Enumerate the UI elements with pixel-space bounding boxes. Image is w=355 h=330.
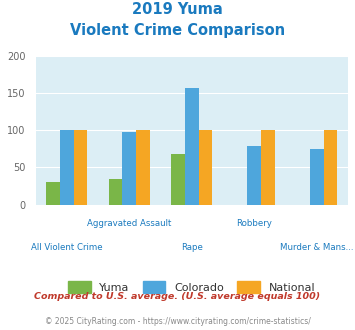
Bar [46,182,60,205]
Bar [60,130,73,205]
Text: Robbery: Robbery [236,219,272,228]
Bar [185,88,198,205]
Bar [198,130,212,205]
Bar [136,130,150,205]
Bar [73,130,87,205]
Text: Rape: Rape [181,243,203,251]
Text: Aggravated Assault: Aggravated Assault [87,219,171,228]
Bar [171,154,185,205]
Text: Compared to U.S. average. (U.S. average equals 100): Compared to U.S. average. (U.S. average … [34,292,321,301]
Text: Murder & Mans...: Murder & Mans... [280,243,354,251]
Text: Violent Crime Comparison: Violent Crime Comparison [70,23,285,38]
Bar [122,132,136,205]
Legend: Yuma, Colorado, National: Yuma, Colorado, National [64,277,320,297]
Bar [323,130,337,205]
Bar [261,130,275,205]
Text: All Violent Crime: All Violent Crime [31,243,103,251]
Text: © 2025 CityRating.com - https://www.cityrating.com/crime-statistics/: © 2025 CityRating.com - https://www.city… [45,317,310,326]
Text: 2019 Yuma: 2019 Yuma [132,2,223,16]
Bar [247,146,261,205]
Bar [109,179,122,205]
Bar [310,149,323,205]
